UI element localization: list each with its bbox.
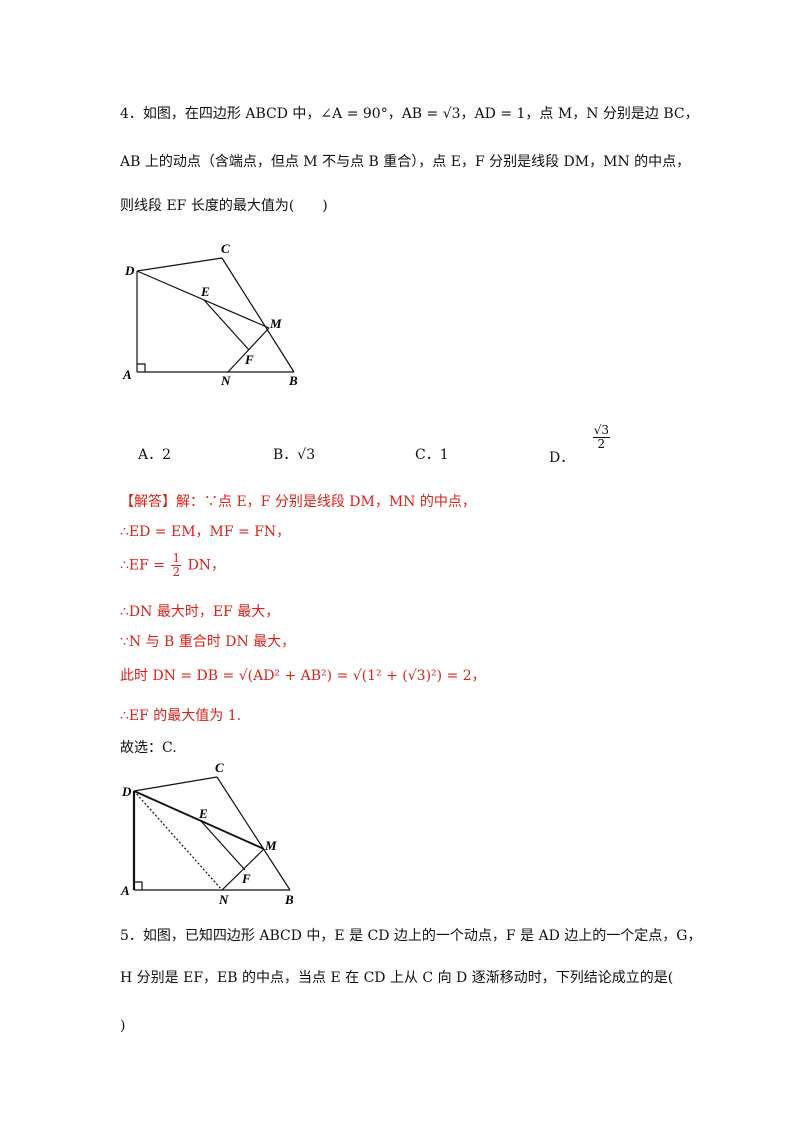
label-B: B xyxy=(288,373,298,388)
solution-l3-denominator: 2 xyxy=(172,565,181,579)
solution-line-6: 此时 DN = DB = √(AD² + AB²) = √(1² + (√3)²… xyxy=(120,668,486,684)
option-a: A．2 xyxy=(138,447,172,463)
solution-l3-fraction: 1 2 xyxy=(171,551,182,579)
q5-line-1: 5．如图，已知四边形 ABCD 中，E 是 CD 边上的一个动点，F 是 AD … xyxy=(120,928,702,944)
option-c: C．1 xyxy=(415,447,449,463)
label-F: F xyxy=(244,352,254,367)
solution-line-3: ∴EF = 1 2 DN， xyxy=(120,552,225,586)
solution-line-5: ∵N 与 B 重合时 DN 最大， xyxy=(120,634,296,650)
q4-line-1: 4．如图，在四边形 ABCD 中，∠A = 90°，AB = √3，AD = 1… xyxy=(120,106,699,122)
label-M: M xyxy=(269,316,282,331)
option-d-denominator: 2 xyxy=(597,437,606,451)
q4-figure-lines xyxy=(136,257,295,373)
option-d: D． √3 2 xyxy=(549,423,612,466)
q5-line-2: H 分别是 EF，EB 的中点，当点 E 在 CD 上从 C 向 D 逐渐移动时… xyxy=(120,970,674,986)
label2-M: M xyxy=(264,838,277,853)
label2-B: B xyxy=(284,892,294,907)
label-N: N xyxy=(220,373,231,388)
option-b: B．√3 xyxy=(273,447,316,463)
solution-l3-numerator: 1 xyxy=(171,551,182,566)
solution-l3-pre: ∴EF = xyxy=(120,557,166,574)
label2-E: E xyxy=(198,806,208,821)
option-d-fraction: √3 2 xyxy=(592,423,610,451)
solution-line-2: ∴ED = EM，MF = FN， xyxy=(120,524,291,540)
label-C: C xyxy=(221,241,230,256)
solution-line-8: 故选：C. xyxy=(120,740,177,756)
option-d-label: D． xyxy=(549,449,575,466)
label2-N: N xyxy=(218,892,229,907)
label2-C: C xyxy=(215,760,224,775)
solution-l3-post: DN， xyxy=(187,557,226,574)
label2-F: F xyxy=(241,871,251,886)
solution-line-4: ∴DN 最大时，EF 最大， xyxy=(120,604,280,620)
label2-A: A xyxy=(120,883,130,898)
solution-line-7: ∴EF 的最大值为 1. xyxy=(120,708,242,724)
solution-line-1: 【解答】解：∵点 E，F 分别是线段 DM，MN 的中点， xyxy=(120,492,476,512)
label-D: D xyxy=(124,263,135,278)
label-E: E xyxy=(200,284,210,299)
q4-line-3: 则线段 EF 长度的最大值为( ) xyxy=(120,198,328,214)
q4-line-2: AB 上的动点（含端点，但点 M 不与点 B 重合），点 E，F 分别是线段 D… xyxy=(120,154,691,170)
solution-tag: 【解答】 xyxy=(120,494,176,510)
label-A: A xyxy=(122,367,132,382)
solution-l1: 解：∵点 E，F 分别是线段 DM，MN 的中点， xyxy=(176,494,476,510)
option-d-numerator: √3 xyxy=(592,423,610,438)
q5-line-3: ) xyxy=(120,1018,126,1034)
solution-figure-lines xyxy=(132,776,291,891)
label2-D: D xyxy=(121,784,132,799)
